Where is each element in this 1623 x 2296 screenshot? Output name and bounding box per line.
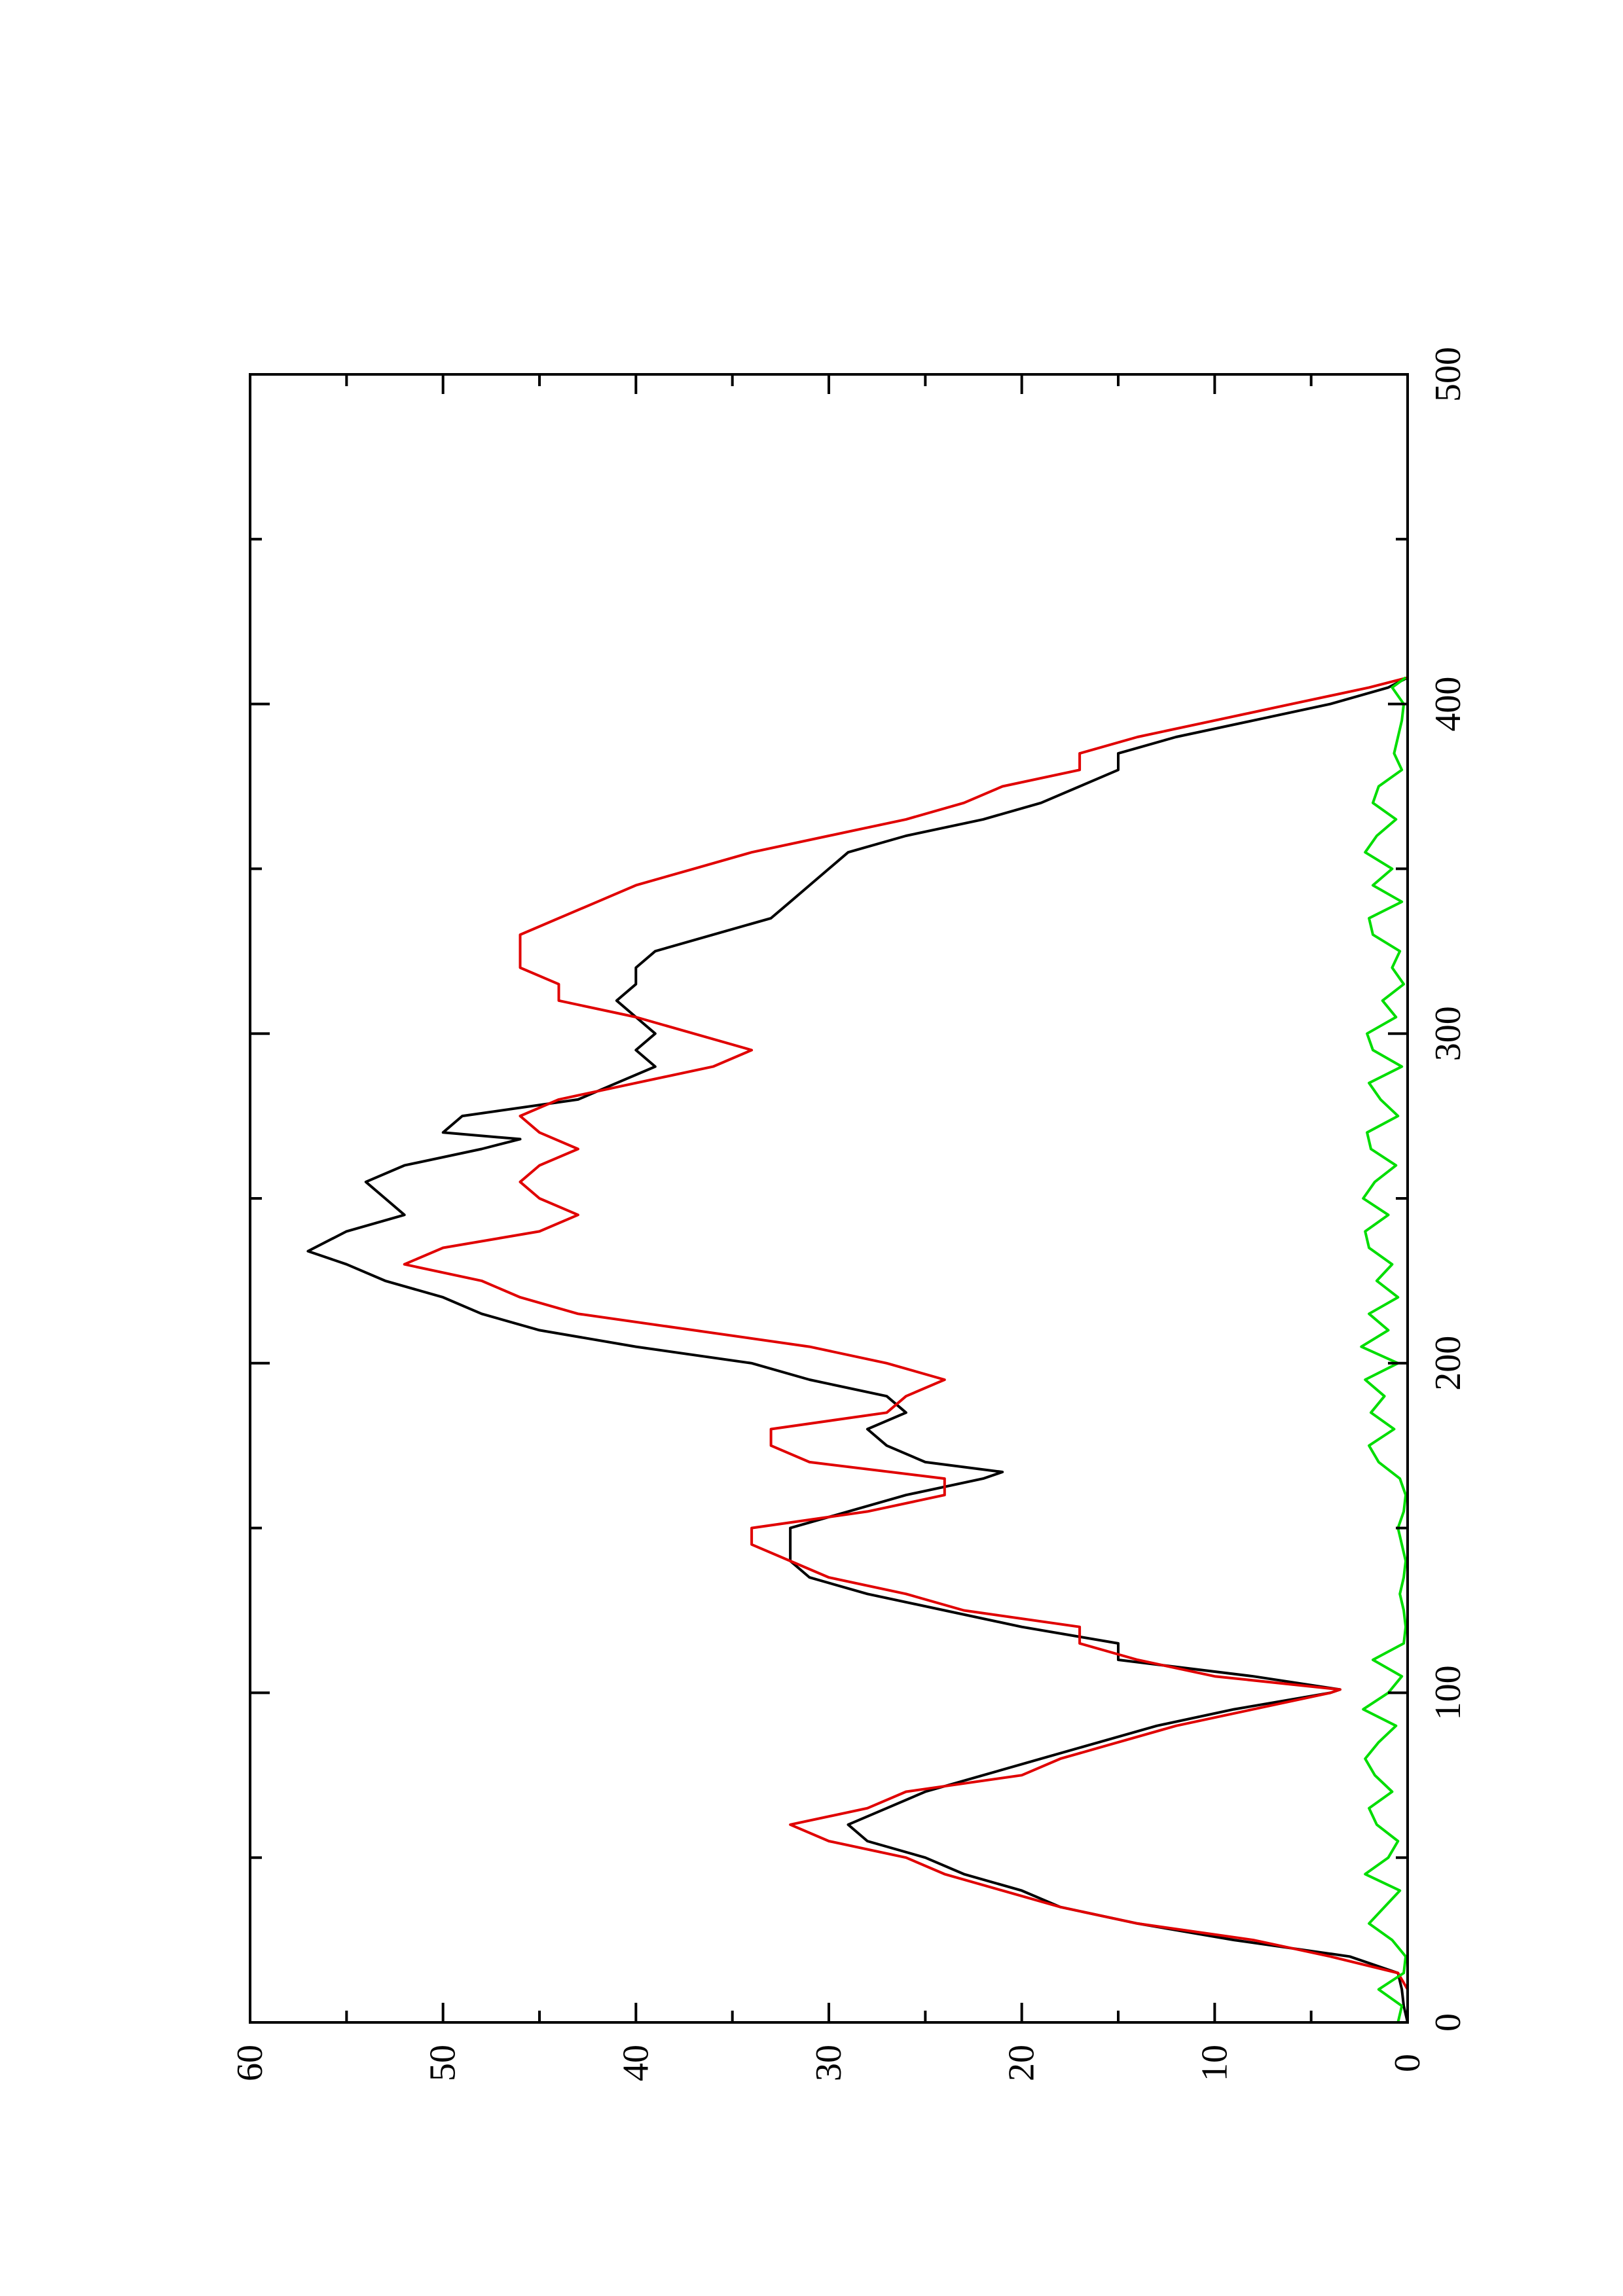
- plot-layer: [306, 676, 1409, 2023]
- series-line-2: [1360, 676, 1408, 2023]
- y-tick-label: 40: [615, 2045, 656, 2081]
- y-tick-label: 30: [809, 2045, 849, 2081]
- series-line-0: [306, 676, 1409, 2023]
- y-tick-label: 10: [1194, 2045, 1235, 2081]
- x-tick-label: 500: [1428, 347, 1468, 402]
- x-tick-label: 100: [1428, 1665, 1468, 1720]
- plot-frame: [249, 373, 1409, 2024]
- series-line-1: [403, 676, 1409, 2022]
- x-tick-label: 400: [1428, 677, 1468, 732]
- x-tick-label: 0: [1428, 2013, 1468, 2032]
- y-tick-label: 20: [1002, 2045, 1042, 2081]
- y-tick-label: 60: [230, 2045, 270, 2081]
- y-tick-label: 0: [1387, 2054, 1428, 2072]
- axes-layer: 0 100 200 300 400 500 0 10 20 30 40 50 60: [230, 347, 1468, 2081]
- y-tick-label: 50: [423, 2045, 464, 2081]
- x-tick-label: 200: [1428, 1336, 1468, 1391]
- x-tick-label: 300: [1428, 1006, 1468, 1061]
